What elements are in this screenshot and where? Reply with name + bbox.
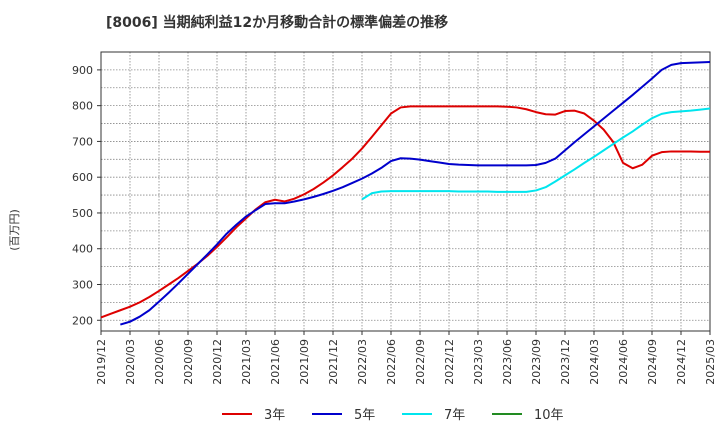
legend-label-3年: 3年 [264, 408, 285, 423]
x-tick-label: 2024/03 [588, 339, 601, 385]
x-tick-label: 2025/03 [704, 339, 717, 385]
x-tick-label: 2024/09 [646, 339, 659, 385]
x-tick-label: 2019/12 [95, 339, 108, 385]
x-tick-label: 2024/06 [617, 339, 630, 385]
x-tick-label: 2022/06 [385, 339, 398, 385]
legend-label-7年: 7年 [444, 408, 465, 423]
x-tick-label: 2021/12 [327, 339, 340, 385]
x-tick-label: 2022/03 [356, 339, 369, 385]
x-tick-label: 2023/06 [501, 339, 514, 385]
y-tick-label: 400 [72, 243, 93, 256]
y-tick-label: 900 [72, 64, 93, 77]
x-tick-label: 2020/09 [182, 339, 195, 385]
x-tick-label: 2023/03 [472, 339, 485, 385]
y-tick-label: 200 [72, 314, 93, 327]
x-tick-label: 2023/09 [530, 339, 543, 385]
y-tick-label: 700 [72, 135, 93, 148]
series-line-7年 [361, 107, 711, 201]
x-tick-label: 2021/06 [269, 339, 282, 385]
x-tick-label: 2021/03 [240, 339, 253, 385]
x-tick-label: 2024/12 [675, 339, 688, 385]
x-tick-label: 2020/03 [124, 339, 137, 385]
plot-frame [100, 51, 711, 332]
series-line-5年 [120, 61, 711, 326]
y-tick-label: 600 [72, 171, 93, 184]
x-tick-label: 2020/12 [211, 339, 224, 385]
y-tick-label: 800 [72, 100, 93, 113]
x-tick-label: 2023/12 [559, 339, 572, 385]
legend-label-5年: 5年 [354, 408, 375, 423]
x-tick-label: 2022/09 [414, 339, 427, 385]
y-tick-label: 500 [72, 207, 93, 220]
x-tick-label: 2021/09 [298, 339, 311, 385]
x-tick-label: 2022/12 [443, 339, 456, 385]
chart-title: [8006] 当期純利益12か月移動合計の標準偏差の推移 [106, 15, 449, 31]
legend-label-10年: 10年 [534, 408, 564, 423]
y-tick-label: 300 [72, 279, 93, 292]
x-tick-label: 2020/06 [153, 339, 166, 385]
